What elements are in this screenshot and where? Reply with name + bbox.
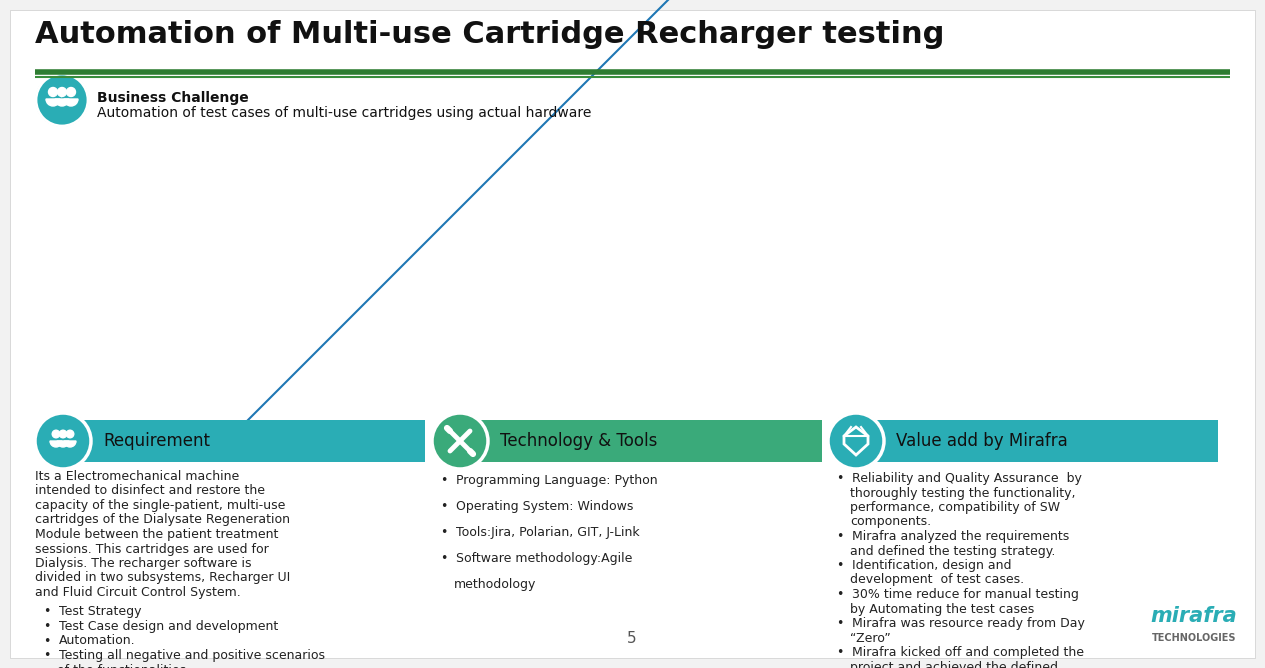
- Text: Its a Electromechanical machine: Its a Electromechanical machine: [35, 470, 239, 483]
- Text: •: •: [440, 474, 448, 487]
- Text: Test Case design and development: Test Case design and development: [59, 620, 278, 633]
- Text: Mirafra analyzed the requirements: Mirafra analyzed the requirements: [853, 530, 1069, 543]
- Text: performance, compatibility of SW: performance, compatibility of SW: [850, 501, 1060, 514]
- Text: •: •: [43, 649, 51, 662]
- Circle shape: [48, 88, 57, 96]
- Text: •: •: [836, 530, 844, 543]
- Text: •: •: [43, 620, 51, 633]
- Text: Test Strategy: Test Strategy: [59, 605, 142, 619]
- Text: Automation.: Automation.: [59, 635, 135, 647]
- FancyBboxPatch shape: [10, 10, 1255, 658]
- Circle shape: [52, 430, 59, 438]
- Text: development  of test cases.: development of test cases.: [850, 574, 1025, 587]
- Text: Identification, design and: Identification, design and: [853, 559, 1012, 572]
- FancyBboxPatch shape: [49, 420, 425, 462]
- Text: project and achieved the defined: project and achieved the defined: [850, 661, 1058, 668]
- Circle shape: [433, 413, 488, 469]
- Text: Programming Language: Python: Programming Language: Python: [455, 474, 658, 487]
- Text: Business Challenge: Business Challenge: [97, 91, 249, 105]
- Wedge shape: [54, 99, 70, 106]
- Text: •: •: [836, 559, 844, 572]
- Text: Operating System: Windows: Operating System: Windows: [455, 500, 634, 513]
- Text: by Automating the test cases: by Automating the test cases: [850, 603, 1035, 615]
- Text: components.: components.: [850, 516, 931, 528]
- Circle shape: [35, 74, 89, 126]
- Circle shape: [66, 430, 73, 438]
- Text: Automation of test cases of multi-use cartridges using actual hardware: Automation of test cases of multi-use ca…: [97, 106, 591, 120]
- Wedge shape: [65, 99, 78, 106]
- Circle shape: [35, 413, 91, 469]
- Text: sessions. This cartridges are used for: sessions. This cartridges are used for: [35, 542, 268, 556]
- Text: •: •: [836, 588, 844, 601]
- Text: •: •: [836, 646, 844, 659]
- Text: Reliability and Quality Assurance  by: Reliability and Quality Assurance by: [853, 472, 1082, 485]
- Wedge shape: [57, 441, 70, 447]
- Text: Requirement: Requirement: [102, 432, 210, 450]
- Text: Automation of Multi-use Cartridge Recharger testing: Automation of Multi-use Cartridge Rechar…: [35, 20, 945, 49]
- Text: and Fluid Circuit Control System.: and Fluid Circuit Control System.: [35, 586, 240, 599]
- Text: Technology & Tools: Technology & Tools: [500, 432, 658, 450]
- Wedge shape: [46, 99, 59, 106]
- Text: capacity of the single-patient, multi-use: capacity of the single-patient, multi-us…: [35, 499, 286, 512]
- Circle shape: [67, 88, 76, 96]
- Circle shape: [829, 413, 884, 469]
- Text: intended to disinfect and restore the: intended to disinfect and restore the: [35, 484, 264, 498]
- Text: Dialysis. The recharger software is: Dialysis. The recharger software is: [35, 557, 252, 570]
- Text: “Zero”: “Zero”: [850, 631, 891, 645]
- Text: Mirafra kicked off and completed the: Mirafra kicked off and completed the: [853, 646, 1084, 659]
- FancyBboxPatch shape: [447, 420, 822, 462]
- Text: •: •: [836, 472, 844, 485]
- Text: •: •: [43, 635, 51, 647]
- Circle shape: [57, 88, 67, 96]
- Text: 30% time reduce for manual testing: 30% time reduce for manual testing: [853, 588, 1079, 601]
- Text: Software methodology:Agile: Software methodology:Agile: [455, 552, 632, 565]
- Text: Module between the patient treatment: Module between the patient treatment: [35, 528, 278, 541]
- Text: Testing all negative and positive scenarios: Testing all negative and positive scenar…: [59, 649, 325, 662]
- Text: Mirafra was resource ready from Day: Mirafra was resource ready from Day: [853, 617, 1085, 630]
- Text: •: •: [440, 552, 448, 565]
- Text: 5: 5: [627, 631, 636, 646]
- Wedge shape: [51, 441, 62, 447]
- Circle shape: [59, 430, 67, 438]
- Text: and defined the testing strategy.: and defined the testing strategy.: [850, 544, 1055, 558]
- Text: •: •: [440, 526, 448, 539]
- Text: Value add by Mirafra: Value add by Mirafra: [896, 432, 1068, 450]
- Text: mirafra: mirafra: [1150, 606, 1237, 626]
- Text: •: •: [836, 617, 844, 630]
- Text: divided in two subsystems, Recharger UI: divided in two subsystems, Recharger UI: [35, 572, 290, 584]
- Wedge shape: [65, 441, 76, 447]
- Text: cartridges of the Dialysate Regeneration: cartridges of the Dialysate Regeneration: [35, 514, 290, 526]
- Text: methodology: methodology: [454, 578, 536, 591]
- Text: thoroughly testing the functionality,: thoroughly testing the functionality,: [850, 486, 1075, 500]
- Text: •: •: [440, 500, 448, 513]
- Text: Tools:Jira, Polarian, GIT, J-Link: Tools:Jira, Polarian, GIT, J-Link: [455, 526, 640, 539]
- Text: of the functionalities.: of the functionalities.: [57, 663, 190, 668]
- Text: TECHNOLOGIES: TECHNOLOGIES: [1152, 633, 1236, 643]
- FancyBboxPatch shape: [842, 420, 1218, 462]
- Text: •: •: [43, 605, 51, 619]
